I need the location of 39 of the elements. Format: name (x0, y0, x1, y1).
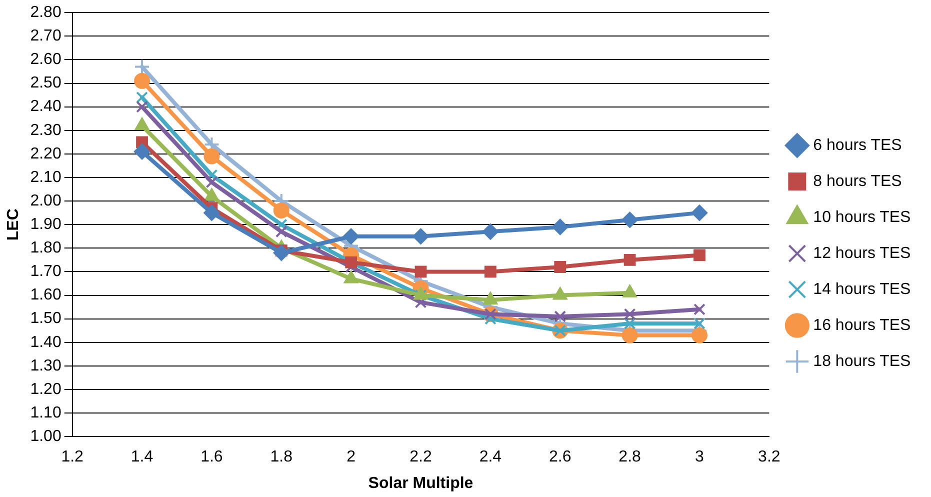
y-tick-label: 1.10 (30, 404, 62, 422)
y-tick-label: 2.30 (30, 122, 62, 139)
x-tick-label: 2.2 (410, 448, 432, 466)
x-tick-label: 1.2 (61, 448, 84, 466)
y-tick-label: 1.70 (30, 263, 62, 280)
y-tick-label: 2.40 (30, 98, 62, 116)
y-tick-label: 1.40 (30, 334, 62, 351)
x-tick-label: 2 (346, 448, 356, 466)
legend-label: 8 hours TES (813, 172, 902, 190)
y-tick-label: 1.90 (30, 216, 62, 234)
legend-label: 14 hours TES (813, 280, 911, 298)
legend-label: 16 hours TES (813, 316, 911, 334)
x-tick-label: 2.6 (548, 448, 572, 466)
y-tick-label: 2.50 (30, 74, 62, 92)
y-tick-label: 2.10 (30, 168, 62, 186)
x-tick-label: 2.4 (479, 448, 502, 466)
y-tick-label: 1.80 (30, 240, 62, 257)
y-tick-label: 1.30 (30, 357, 62, 374)
y-axis-title: LEC (5, 208, 22, 241)
y-tick-label: 1.00 (30, 428, 62, 446)
x-tick-label: 3.2 (758, 448, 780, 466)
y-tick-label: 2.20 (30, 145, 62, 162)
legend-label: 6 hours TES (813, 136, 902, 154)
x-tick-label: 1.4 (130, 448, 154, 466)
y-tick-label: 1.60 (30, 286, 62, 304)
legend-label: 10 hours TES (813, 208, 911, 226)
y-tick-label: 2.00 (30, 192, 62, 210)
legend-label: 18 hours TES (813, 352, 911, 370)
x-axis-title: Solar Multiple (368, 474, 474, 492)
y-tick-label: 2.70 (30, 28, 62, 45)
x-tick-label: 3 (695, 448, 704, 466)
y-tick-label: 1.20 (30, 380, 62, 398)
x-tick-label: 1.6 (200, 448, 223, 466)
x-tick-label: 2.8 (618, 448, 642, 466)
y-tick-label: 2.80 (30, 4, 62, 22)
x-tick-label: 1.8 (270, 448, 293, 466)
legend-label: 12 hours TES (813, 244, 911, 262)
y-tick-label: 1.50 (30, 310, 62, 328)
y-tick-label: 2.60 (30, 51, 62, 68)
